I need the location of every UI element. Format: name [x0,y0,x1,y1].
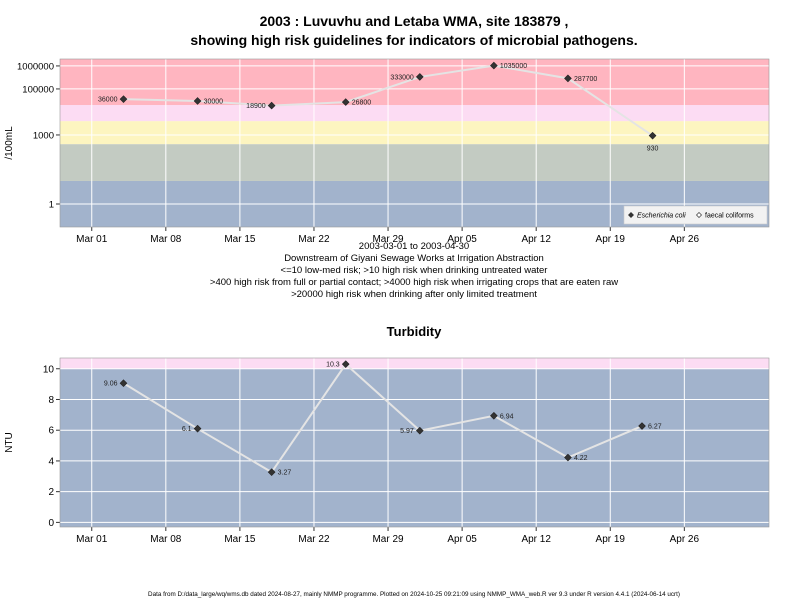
x-tick-label: Mar 15 [224,534,256,545]
data-label: 333000 [390,74,413,81]
series-line [123,64,654,137]
legend-marker-0 [628,212,634,218]
data-point [638,422,646,430]
microbial-chart-panel: Mar 01 Mar 08 Mar 15 Mar 22 Mar 29 Apr 05 Apr … [4,58,770,245]
data-point [267,468,276,476]
data-point [490,61,498,70]
x-tick-label: Apr 05 [447,234,477,245]
guideline-note-1: <=10 low-med risk; >10 high risk when dr… [281,265,548,276]
series-line [122,362,643,474]
risk-band-2 [60,121,769,145]
x-tick-label: Apr 05 [447,534,477,545]
data-point [648,131,657,140]
legend-label-1: faecal coliforms [705,213,754,220]
chart-title-line1: 2003 : Luvuvhu and Letaba WMA, site 1838… [260,13,569,29]
y-tick-label: 0 [48,518,54,529]
y-axis-label: /100mL [4,126,15,160]
data-point [119,379,128,388]
axes: Mar 01 Mar 08 Mar 15 Mar 22 Mar 29 Apr 05 Apr … [4,364,700,545]
data-label: 6.94 [500,413,514,420]
data-label: 18900 [246,103,266,110]
risk-band-1 [60,358,769,369]
chart-title-line2: showing high risk guidelines for indicat… [190,32,637,48]
data-label: 30000 [204,98,224,105]
y-tick-label: 1000 [33,130,54,141]
date-range-note: 2003-03-01 to 2003-04-30 [359,241,469,252]
x-tick-label: Apr 26 [670,534,700,545]
data-label: 930 [647,146,659,153]
x-tick-label: Apr 26 [670,234,700,245]
data-label: 1035000 [500,63,527,70]
data-point [564,74,572,83]
data-point [415,426,424,435]
y-axis-label: NTU [4,432,15,453]
x-tick-label: Apr 19 [596,534,626,545]
site-description-note: Downstream of Giyani Sewage Works at Irr… [284,253,544,264]
data-label: 6.27 [648,424,662,431]
y-tick-label: 4 [48,456,54,467]
x-tick-label: Mar 01 [76,234,108,245]
x-tick-label: Mar 29 [372,234,404,245]
y-tick-label: 8 [48,395,54,406]
data-label: 10.3 [326,362,340,369]
footer-note: Data from D:/data_large/wq/wms.db dated … [148,591,680,598]
data-point [490,411,498,420]
data-label: 36000 [98,97,118,104]
data-point [341,360,350,368]
plot-frame [59,357,770,528]
data-point [193,97,202,105]
turbidity-title: Turbidity [387,324,442,339]
x-tick-label: Mar 08 [150,234,182,245]
legend: Escherichia coli faecal coliforms [623,205,768,225]
y-tick-label: 100000 [22,84,54,95]
series-0: 9.06 6.1 3.27 10.3 5.97 6.94 4.22 6.27 [104,360,662,477]
data-label: 9.06 [104,381,118,388]
legend-marker-1 [696,212,702,218]
series-0: 36000 30000 18900 26800 333000 1035000 287700 9… [98,61,659,153]
data-label: 3.27 [278,470,292,477]
y-tick-label: 2 [48,487,54,498]
grid-lines [60,358,769,527]
data-label: 5.97 [400,428,414,435]
y-tick-label: 1 [49,199,54,210]
data-point [341,98,350,106]
risk-band-1 [60,144,769,181]
risk-bands [60,358,769,527]
y-tick-label: 10 [43,364,55,375]
risk-band-3 [60,105,769,122]
data-point [267,101,276,110]
x-tick-label: Apr 12 [521,234,551,245]
data-label: 6.1 [182,426,192,433]
data-label: 287700 [574,76,597,83]
x-tick-label: Mar 22 [298,234,330,245]
x-tick-label: Apr 12 [521,534,551,545]
risk-band-4 [60,59,769,106]
y-tick-label: 6 [48,426,54,437]
data-point [415,73,424,81]
x-tick-label: Apr 19 [596,234,626,245]
x-tick-label: Mar 08 [150,534,182,545]
y-tick-label: 1000000 [17,61,54,72]
guideline-note-2: >400 high risk from full or partial cont… [210,277,618,288]
x-tick-label: Mar 22 [298,534,330,545]
x-tick-label: Mar 29 [372,534,404,545]
data-point [119,95,128,103]
data-point [564,453,572,462]
turbidity-chart-panel: Mar 01 Mar 08 Mar 15 Mar 22 Mar 29 Apr 05 Apr … [4,357,770,545]
data-label: 26800 [352,100,372,107]
x-tick-label: Mar 15 [224,234,256,245]
legend-label-0: Escherichia coli [637,213,686,220]
plot-frame [59,58,770,228]
risk-band-0 [60,368,769,527]
guideline-note-3: >20000 high risk when drinking after onl… [291,289,537,300]
risk-bands [60,59,769,227]
axes: Mar 01 Mar 08 Mar 15 Mar 22 Mar 29 Apr 05 Apr … [4,61,700,245]
data-label: 4.22 [574,455,588,462]
legend-box [623,205,768,225]
data-point [193,424,202,433]
x-tick-label: Mar 01 [76,534,108,545]
